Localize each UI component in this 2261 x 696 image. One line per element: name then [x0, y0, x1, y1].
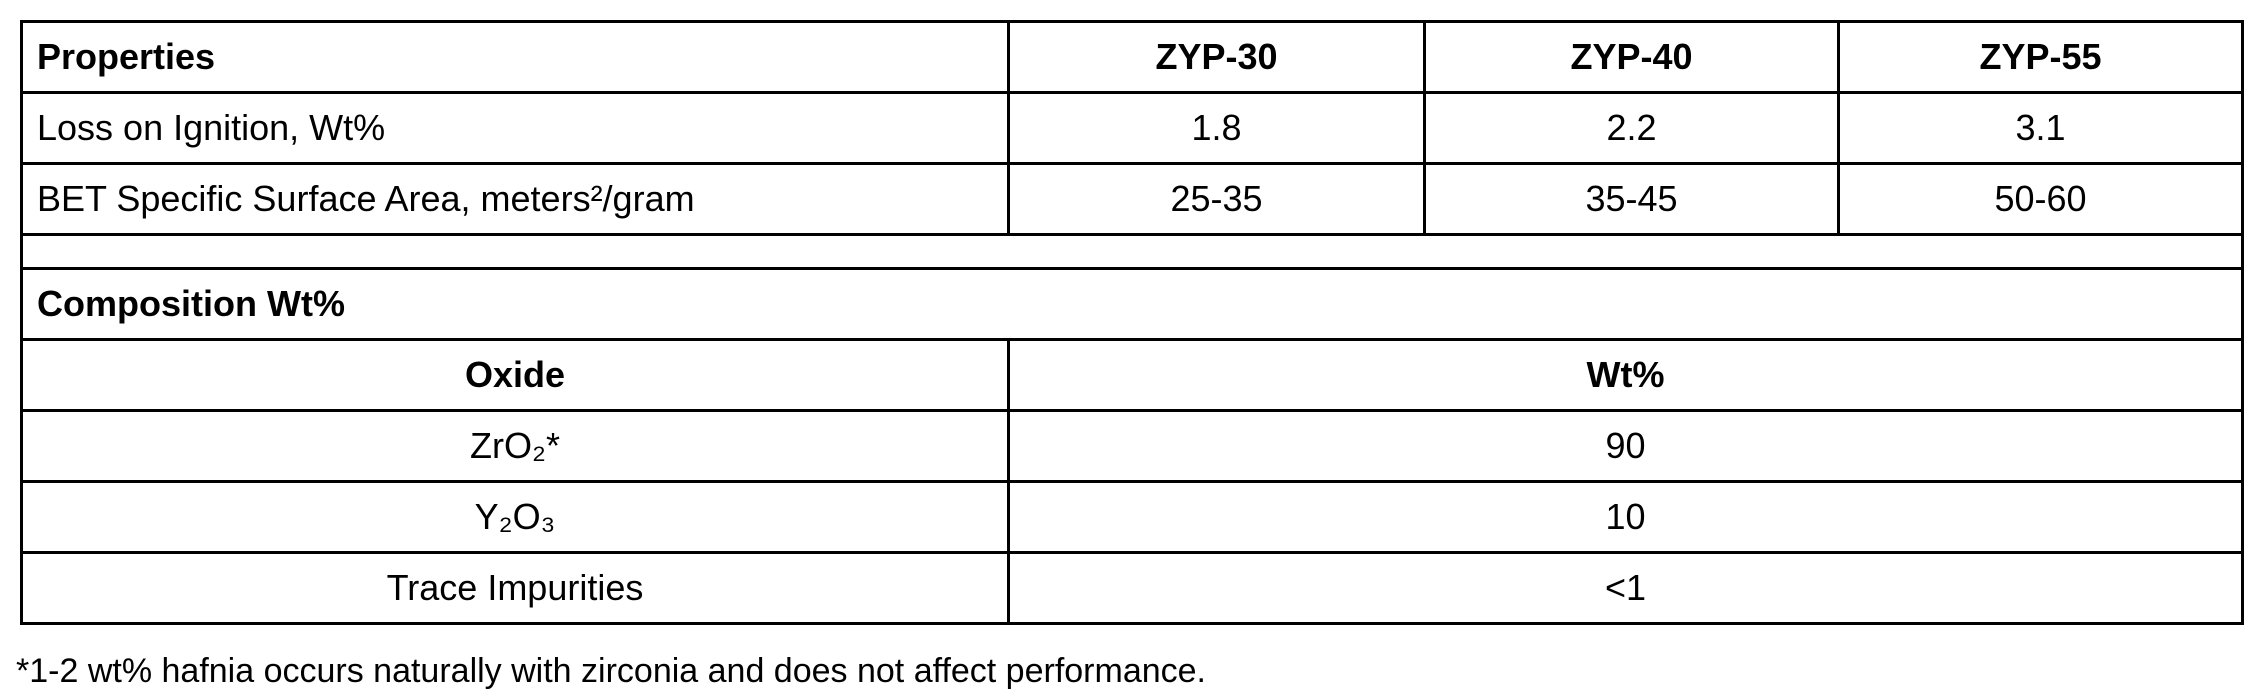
cell: 90 — [1007, 409, 2244, 483]
header-cell: ZYP-30 — [1007, 20, 1426, 94]
spacer — [20, 233, 2244, 270]
cell: 1.8 — [1007, 91, 1426, 165]
cell: Trace Impurities — [20, 551, 1010, 625]
row: Y₂O₃ 10 — [20, 480, 2244, 554]
header-cell: Oxide — [20, 338, 1010, 412]
cell: Loss on Ignition, Wt% — [20, 91, 1010, 165]
row: Trace Impurities <1 — [20, 551, 2244, 625]
header-cell: ZYP-55 — [1837, 20, 2244, 94]
header-cell: Wt% — [1007, 338, 2244, 412]
footnote: *1-2 wt% hafnia occurs naturally with zi… — [16, 652, 1206, 690]
header-row: Properties ZYP-30 ZYP-40 ZYP-55 — [20, 20, 2244, 94]
cell: Y₂O₃ — [20, 480, 1010, 554]
spacer-row — [20, 233, 2244, 270]
header-row: Oxide Wt% — [20, 338, 2244, 412]
cell: 10 — [1007, 480, 2244, 554]
row: ZrO₂* 90 — [20, 409, 2244, 483]
cell: 25-35 — [1007, 162, 1426, 236]
cell: BET Specific Surface Area, meters²/gram — [20, 162, 1010, 236]
cell: ZrO₂* — [20, 409, 1010, 483]
cell: 2.2 — [1423, 91, 1840, 165]
cell: 50-60 — [1837, 162, 2244, 236]
spec-table: Properties ZYP-30 ZYP-40 ZYP-55 Loss on … — [20, 20, 2244, 625]
header-cell: Properties — [20, 20, 1010, 94]
header-cell: ZYP-40 — [1423, 20, 1840, 94]
cell: 3.1 — [1837, 91, 2244, 165]
section-title: Composition Wt% — [20, 267, 2244, 341]
row: Loss on Ignition, Wt% 1.8 2.2 3.1 — [20, 91, 2244, 165]
cell: 35-45 — [1423, 162, 1840, 236]
row: BET Specific Surface Area, meters²/gram … — [20, 162, 2244, 236]
cell: <1 — [1007, 551, 2244, 625]
section-row: Composition Wt% — [20, 267, 2244, 341]
